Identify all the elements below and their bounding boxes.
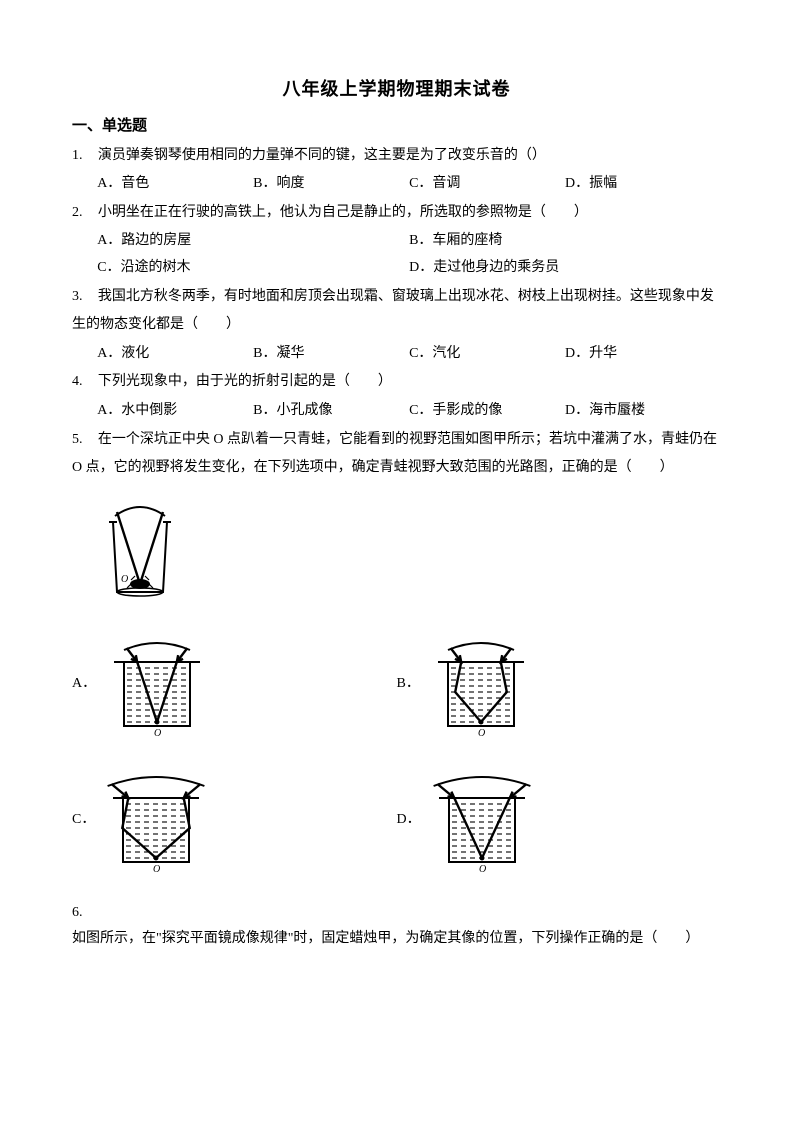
q5-number: 5. [72, 427, 94, 454]
q4-stem: 下列光现象中，由于光的折射引起的是（ ） [98, 374, 392, 389]
q5-opt-b-label: B． [397, 671, 420, 698]
q5-opt-a: A． O [72, 628, 397, 740]
q5-opt-a-svg: O [102, 628, 212, 740]
q1-options: A．音色 B．响度 C．音调 D．振幅 [97, 171, 721, 198]
q3-stem1: 我国北方秋冬两季，有时地面和房顶会出现霜、窗玻璃上出现冰花、树枝上出现树挂。这些… [98, 289, 714, 304]
question-5: 5. 在一个深坑正中央 O 点趴着一只青蛙，它能看到的视野范围如图甲所示；若坑中… [72, 427, 721, 454]
q2-opt-c: C．沿途的树木 [97, 255, 409, 282]
q5-opt-b: B． O [397, 628, 722, 740]
q5-opt-d: D． O [397, 764, 722, 876]
q2-opt-d: D．走过他身边的乘务员 [409, 255, 721, 282]
q2-stem: 小明坐在正在行驶的高铁上，他认为自己是静止的，所选取的参照物是（ ） [98, 205, 588, 220]
svg-text:O: O [479, 864, 486, 875]
question-6: 6. 如图所示，在"探究平面镜成像规律"时，固定蜡烛甲，为确定其像的位置，下列操… [72, 900, 721, 953]
question-3: 3. 我国北方秋冬两季，有时地面和房顶会出现霜、窗玻璃上出现冰花、树枝上出现树挂… [72, 284, 721, 311]
q3-opt-d: D．升华 [565, 341, 721, 368]
q3-opt-c: C．汽化 [409, 341, 565, 368]
q5-opt-d-label: D． [397, 807, 421, 834]
svg-text:O: O [154, 728, 161, 739]
q5-reference-figure: O [97, 492, 721, 604]
q5-opt-c-svg: O [101, 764, 211, 876]
q4-opt-b: B．小孔成像 [253, 398, 409, 425]
svg-text:O: O [153, 864, 160, 875]
q3-stem2: 生的物态变化都是（ ） [72, 312, 721, 339]
page-title: 八年级上学期物理期末试卷 [72, 72, 721, 106]
q6-number: 6. [72, 900, 94, 927]
q2-opt-b: B．车厢的座椅 [409, 228, 721, 255]
q6-stem: 如图所示，在"探究平面镜成像规律"时，固定蜡烛甲，为确定其像的位置，下列操作正确… [72, 931, 699, 946]
svg-text:O: O [478, 728, 485, 739]
q5-stem1: 在一个深坑正中央 O 点趴着一只青蛙，它能看到的视野范围如图甲所示；若坑中灌满了… [98, 432, 717, 447]
section-heading-1: 一、单选题 [72, 112, 721, 141]
q1-stem: 演员弹奏钢琴使用相同的力量弹不同的键，这主要是为了改变乐音的（） [98, 148, 546, 163]
q2-opt-a: A．路边的房屋 [97, 228, 409, 255]
q3-opt-a: A．液化 [97, 341, 253, 368]
q1-opt-d: D．振幅 [565, 171, 721, 198]
q5-stem2: O 点，它的视野将发生变化，在下列选项中，确定青蛙视野大致范围的光路图，正确的是… [72, 455, 721, 482]
q4-opt-a: A．水中倒影 [97, 398, 253, 425]
q1-opt-c: C．音调 [409, 171, 565, 198]
q1-opt-b: B．响度 [253, 171, 409, 198]
q2-number: 2. [72, 200, 94, 227]
q5-opt-d-svg: O [427, 764, 537, 876]
q1-number: 1. [72, 143, 94, 170]
question-1: 1. 演员弹奏钢琴使用相同的力量弹不同的键，这主要是为了改变乐音的（） [72, 143, 721, 170]
q5-opt-b-svg: O [426, 628, 536, 740]
q3-opt-b: B．凝华 [253, 341, 409, 368]
q3-number: 3. [72, 284, 94, 311]
question-4: 4. 下列光现象中，由于光的折射引起的是（ ） [72, 369, 721, 396]
q4-opt-d: D．海市蜃楼 [565, 398, 721, 425]
q5-opt-c: C． O [72, 764, 397, 876]
q4-number: 4. [72, 369, 94, 396]
q1-opt-a: A．音色 [97, 171, 253, 198]
frog-pit-diagram-icon: O [97, 492, 183, 604]
q2-options: A．路边的房屋 C．沿途的树木 B．车厢的座椅 D．走过他身边的乘务员 [97, 228, 721, 281]
q5-opt-a-label: A． [72, 671, 96, 698]
question-2: 2. 小明坐在正在行驶的高铁上，他认为自己是静止的，所选取的参照物是（ ） [72, 200, 721, 227]
q4-opt-c: C．手影成的像 [409, 398, 565, 425]
svg-text:O: O [121, 574, 128, 585]
q5-options: A． O B． O C． O D． O [72, 628, 721, 876]
q4-options: A．水中倒影 B．小孔成像 C．手影成的像 D．海市蜃楼 [97, 398, 721, 425]
q5-opt-c-label: C． [72, 807, 95, 834]
q3-options: A．液化 B．凝华 C．汽化 D．升华 [97, 341, 721, 368]
